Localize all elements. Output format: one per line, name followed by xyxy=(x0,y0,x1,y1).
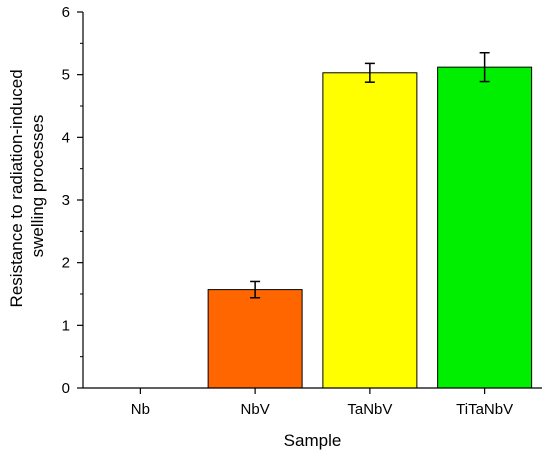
y-tick-label: 5 xyxy=(62,67,70,84)
error-bar-nbv xyxy=(250,280,261,299)
y-axis-title: Resistance to radiation-induced swelling… xyxy=(7,65,47,308)
y-axis-title-line-2: swelling processes xyxy=(28,115,47,258)
y-tick-label: 0 xyxy=(62,380,70,397)
axes-layer xyxy=(77,11,542,394)
bar-tanbv xyxy=(322,72,418,389)
y-tick-label: 1 xyxy=(62,317,70,334)
y-tick-label: 3 xyxy=(62,192,70,209)
x-tick-label-nbv: NbV xyxy=(241,401,270,418)
x-axis-title: Sample xyxy=(284,431,342,450)
bars-layer xyxy=(207,66,533,389)
x-tick-label-nb: Nb xyxy=(131,401,150,418)
bar-nbv xyxy=(207,289,303,389)
bar-titanbv xyxy=(437,66,533,389)
error-bars-layer xyxy=(250,51,490,299)
y-tick-label: 4 xyxy=(62,129,70,146)
y-tick-label: 6 xyxy=(62,4,70,21)
y-axis-title-line-1: Resistance to radiation-induced xyxy=(7,69,26,307)
labels-layer: 0 1 2 3 4 5 6 Nb NbV TaNbV TiTaNbV xyxy=(62,4,513,418)
error-bar-titanbv xyxy=(479,51,490,83)
x-tick-label-tanbv: TaNbV xyxy=(347,401,392,418)
error-bar-tanbv xyxy=(364,62,375,83)
y-tick-label: 2 xyxy=(62,255,70,272)
x-tick-label-titanbv: TiTaNbV xyxy=(456,401,513,418)
